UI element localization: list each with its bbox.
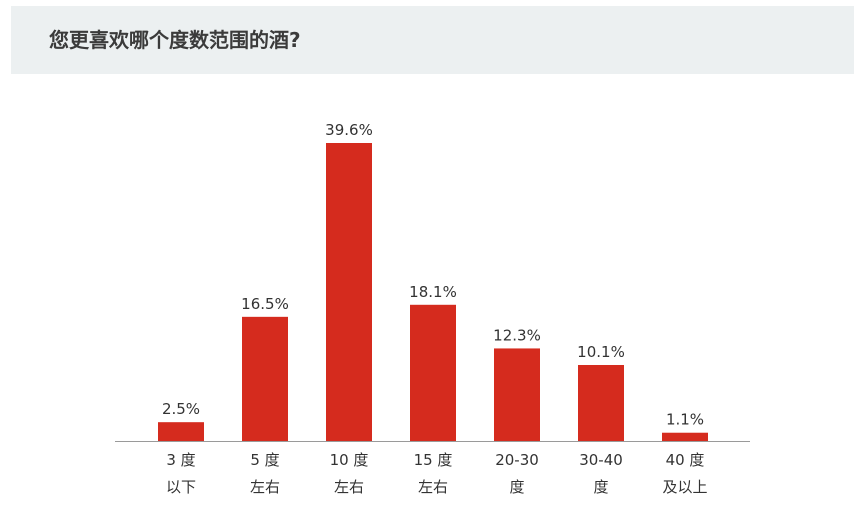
data-label-0: 2.5% xyxy=(162,400,200,418)
data-label-1: 16.5% xyxy=(241,295,289,313)
bar-3 xyxy=(410,304,456,441)
x-tick-label-6-line-1: 及以上 xyxy=(662,478,707,496)
data-label-6: 1.1% xyxy=(666,411,704,429)
x-tick-label-0-line-0: 3 度 xyxy=(166,451,195,469)
bar-6 xyxy=(662,432,708,441)
x-tick-label-3-line-1: 左右 xyxy=(418,478,448,496)
data-label-4: 12.3% xyxy=(493,326,541,344)
bar-1 xyxy=(242,316,288,441)
x-tick-label-0-line-1: 以下 xyxy=(166,478,196,496)
bar-5 xyxy=(578,364,624,441)
x-tick-label-5-line-1: 度 xyxy=(593,478,608,496)
x-tick-label-2-line-0: 10 度 xyxy=(330,451,369,469)
chart-header: 您更喜欢哪个度数范围的酒? xyxy=(11,6,854,74)
x-tick-label-1-line-0: 5 度 xyxy=(250,451,279,469)
x-tick-label-3-line-0: 15 度 xyxy=(414,451,453,469)
data-label-2: 39.6% xyxy=(325,121,373,139)
bar-2 xyxy=(326,143,372,441)
chart-title: 您更喜欢哪个度数范围的酒? xyxy=(49,28,301,52)
x-tick-label-4-line-0: 20-30 xyxy=(495,451,539,469)
bar-0 xyxy=(158,422,204,441)
x-tick-label-5-line-0: 30-40 xyxy=(579,451,623,469)
x-tick-label-1-line-1: 左右 xyxy=(250,478,280,496)
data-label-5: 10.1% xyxy=(577,343,625,361)
bar-4 xyxy=(494,348,540,441)
data-label-3: 18.1% xyxy=(409,283,457,301)
x-tick-label-4-line-1: 度 xyxy=(509,478,524,496)
x-tick-label-2-line-1: 左右 xyxy=(334,478,364,496)
x-tick-label-6-line-0: 40 度 xyxy=(666,451,705,469)
